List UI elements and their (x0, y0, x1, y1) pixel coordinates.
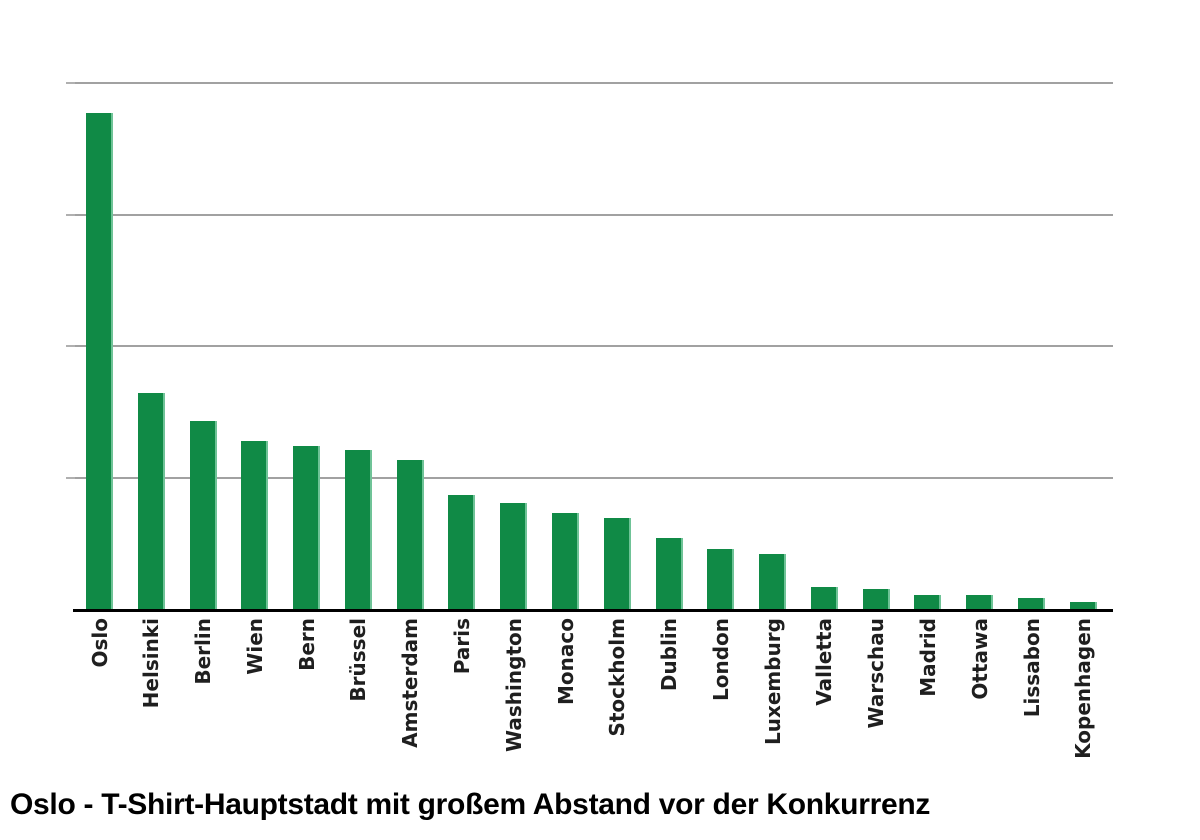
bar-helsinki (137, 393, 165, 609)
chart-title: Oslo - T-Shirt-Hauptstadt mit großem Abs… (10, 788, 931, 821)
x-axis-label-warschau: Warschau (864, 618, 889, 729)
bar-paris (448, 494, 476, 609)
bar-valletta (810, 586, 838, 609)
bar-london (707, 548, 735, 609)
bar-lissabon (1018, 598, 1046, 609)
bar-kopenhagen (1069, 601, 1097, 609)
y-axis-tick (66, 345, 75, 347)
x-axis-label-lissabon: Lissabon (1019, 618, 1044, 718)
bar-wien (241, 440, 269, 609)
x-axis-label-dublin: Dublin (657, 618, 682, 692)
x-axis-label-monaco: Monaco (553, 618, 578, 705)
x-axis-label-oslo: Oslo (87, 618, 112, 668)
gridline (75, 82, 1113, 84)
bar-luxemburg (759, 553, 787, 609)
bar-stockholm (603, 518, 631, 609)
x-axis-label-stockholm: Stockholm (605, 618, 630, 737)
x-axis-label-valletta: Valletta (812, 618, 837, 706)
bar-ottawa (966, 594, 994, 609)
x-axis-label-helsinki: Helsinki (139, 618, 164, 709)
bar-dublin (655, 538, 683, 609)
gridline (75, 476, 1113, 479)
x-axis-label-madrid: Madrid (915, 618, 940, 697)
x-axis-label-wien: Wien (242, 618, 267, 675)
x-axis-label-berlin: Berlin (191, 618, 216, 685)
bar-monaco (552, 513, 580, 609)
plot-area (66, 82, 1113, 612)
x-axis-label-luxemburg: Luxemburg (760, 618, 785, 746)
bar-bern (293, 445, 321, 609)
x-axis-line (73, 609, 1113, 612)
bar-warschau (862, 589, 890, 609)
bar-amsterdam (396, 460, 424, 609)
x-axis-label-paris: Paris (449, 618, 474, 675)
bar-washington (500, 502, 528, 609)
gridline (75, 345, 1113, 347)
bar-berlin (189, 420, 217, 609)
x-axis-label-brssel: Brüssel (346, 618, 371, 702)
gridline (75, 213, 1113, 216)
bar-brssel (344, 449, 372, 609)
bar-oslo (86, 113, 113, 609)
y-axis-tick (66, 476, 75, 479)
bar-madrid (914, 594, 942, 609)
x-axis-label-london: London (708, 618, 733, 702)
x-axis-label-amsterdam: Amsterdam (398, 618, 423, 748)
y-axis-tick (66, 213, 75, 216)
x-axis-label-washington: Washington (501, 618, 526, 752)
x-axis-label-kopenhagen: Kopenhagen (1071, 618, 1096, 759)
x-axis-label-ottawa: Ottawa (967, 618, 992, 700)
x-axis-label-bern: Bern (294, 618, 319, 671)
y-axis-tick (66, 82, 75, 84)
